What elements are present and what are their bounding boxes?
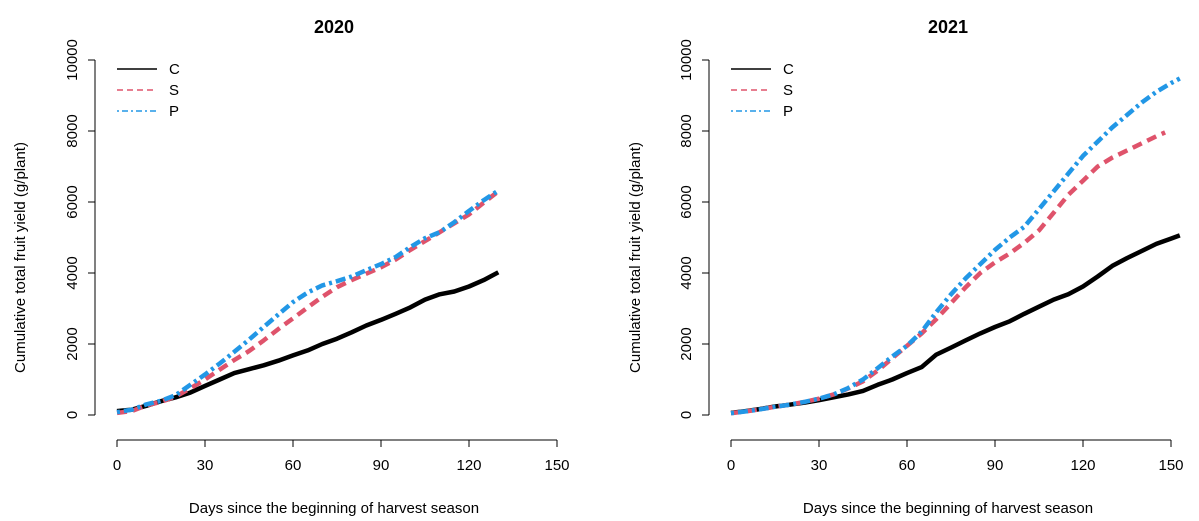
y-axis-title: Cumulative total fruit yield (g/plant) bbox=[627, 142, 644, 373]
y-tick-label: 4000 bbox=[64, 256, 81, 289]
chart-title: 2020 bbox=[314, 17, 354, 37]
y-tick-label: 2000 bbox=[678, 327, 695, 360]
y-tick-label: 4000 bbox=[678, 256, 695, 289]
legend-label-S: S bbox=[783, 82, 793, 99]
y-tick-label: 8000 bbox=[64, 114, 81, 147]
x-tick-label: 0 bbox=[113, 457, 121, 474]
x-axis-title: Days since the beginning of harvest seas… bbox=[189, 500, 479, 517]
series-line-P bbox=[116, 188, 500, 415]
y-axis-title: Cumulative total fruit yield (g/plant) bbox=[12, 142, 29, 373]
legend-label-C: C bbox=[783, 61, 794, 78]
legend-label-C: C bbox=[169, 61, 180, 78]
y-tick-label: 0 bbox=[64, 411, 81, 419]
x-tick-label: 60 bbox=[285, 457, 302, 474]
x-tick-label: 150 bbox=[544, 457, 569, 474]
panel-2021: 0 30 60 90 120 150 0 2000 4000 6000 8000 10000 2021 D… bbox=[627, 17, 1184, 517]
x-tick-label: 90 bbox=[373, 457, 390, 474]
legend-label-P: P bbox=[783, 103, 793, 120]
y-tick-label: 2000 bbox=[64, 327, 81, 360]
y-tick-label: 0 bbox=[678, 411, 695, 419]
series-line-S bbox=[730, 130, 1167, 416]
legend-label-P: P bbox=[169, 103, 179, 120]
series-line-S bbox=[116, 189, 500, 416]
series-line-C bbox=[116, 270, 500, 414]
x-tick-label: 30 bbox=[197, 457, 214, 474]
chart-title: 2021 bbox=[928, 17, 968, 37]
x-tick-label: 90 bbox=[987, 457, 1004, 474]
y-tick-label: 6000 bbox=[64, 185, 81, 218]
y-tick-label: 6000 bbox=[678, 185, 695, 218]
x-tick-label: 30 bbox=[811, 457, 828, 474]
x-tick-label: 150 bbox=[1158, 457, 1183, 474]
x-axis-title: Days since the beginning of harvest seas… bbox=[803, 500, 1093, 517]
x-tick-label: 120 bbox=[456, 457, 481, 474]
x-tick-label: 0 bbox=[727, 457, 735, 474]
y-tick-label: 10000 bbox=[678, 39, 695, 81]
y-tick-label: 8000 bbox=[678, 114, 695, 147]
legend-label-S: S bbox=[169, 82, 179, 99]
x-tick-label: 120 bbox=[1070, 457, 1095, 474]
series-line-P bbox=[730, 76, 1181, 416]
y-tick-label: 10000 bbox=[64, 39, 81, 81]
series-line-C bbox=[730, 233, 1181, 416]
panel-2020: 0 30 60 90 120 150 0 2000 4000 6000 8000 10000 2020 D… bbox=[12, 17, 570, 517]
x-tick-label: 60 bbox=[899, 457, 916, 474]
